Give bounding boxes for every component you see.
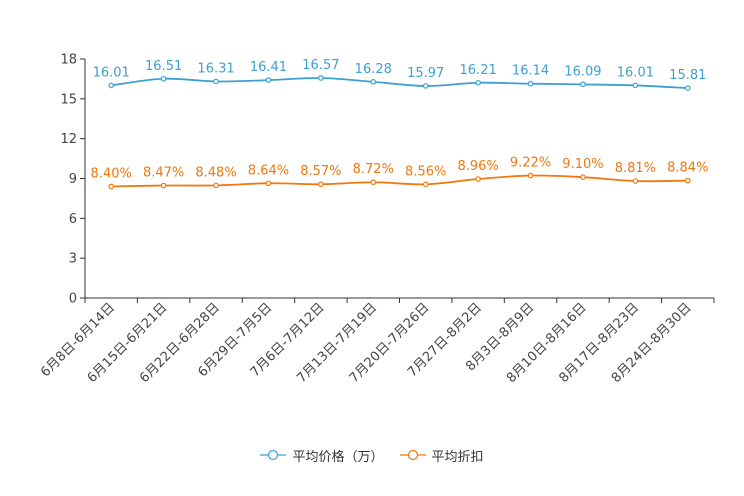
legend-item-price[interactable]: 平均价格（万） (260, 446, 384, 465)
data-point (318, 75, 324, 81)
x-axis: 6月8日-6月14日6月15日-6月21日6月22日-6月28日6月29日-7月… (38, 297, 715, 386)
y-axis: 0 3 6 9 12 15 18 (60, 53, 86, 307)
data-label: 16.28 (355, 62, 392, 77)
data-label: 8.56% (405, 164, 446, 179)
data-point (213, 78, 219, 85)
line-chart: 0 3 6 9 12 15 18 6月8日-6月14日6月15日-6月21日6月22日-6月… (38, 53, 715, 386)
data-label: 8.84% (667, 161, 708, 176)
data-point (580, 81, 586, 88)
y-tick-label: 9 (69, 172, 77, 187)
data-label: 9.10% (562, 157, 603, 172)
data-label: 15.81 (669, 68, 706, 83)
data-label: 16.51 (145, 59, 182, 74)
data-label: 8.57% (300, 164, 341, 179)
legend: 平均价格（万） 平均折扣 (0, 444, 744, 466)
series-line (111, 174, 688, 188)
data-point (160, 182, 167, 189)
y-tick-label: 3 (69, 252, 77, 267)
data-label: 16.31 (197, 61, 234, 76)
data-point (370, 79, 377, 85)
series-price: 16.01 16.51 16.31 16.41 16.57 16.28 15.97 16.21… (93, 58, 706, 91)
series-layer: 16.01 16.51 16.31 16.41 16.57 16.28 15.97 16.21… (91, 58, 708, 190)
y-tick-label: 15 (60, 92, 77, 107)
data-label: 8.64% (248, 163, 289, 178)
data-point (318, 181, 324, 188)
y-tick-label: 0 (69, 292, 77, 307)
y-tick-label: 12 (60, 132, 77, 147)
data-label: 16.14 (512, 64, 549, 79)
data-point (108, 183, 115, 190)
data-point (684, 85, 691, 91)
data-label: 8.81% (615, 161, 656, 176)
data-point (160, 75, 167, 82)
data-point (632, 178, 639, 184)
series-discount: 8.40% 8.47% 8.48% 8.64% 8.57% 8.72% 8.56% 8.96%… (91, 156, 708, 190)
data-label: 8.96% (457, 159, 498, 174)
legend-line-circle-icon (260, 449, 287, 461)
data-point (580, 174, 586, 180)
data-point (213, 182, 219, 189)
legend-label-price: 平均价格（万） (292, 449, 384, 465)
data-point (422, 83, 429, 89)
data-label: 16.57 (302, 58, 339, 73)
data-point (370, 179, 377, 186)
y-tick-label: 6 (69, 212, 77, 227)
data-label: 16.01 (617, 65, 654, 80)
data-label: 8.48% (195, 165, 236, 180)
data-point (527, 172, 534, 179)
data-label: 16.09 (564, 64, 601, 79)
data-label: 8.47% (143, 166, 184, 181)
data-label: 16.21 (460, 63, 497, 78)
legend-label-discount: 平均折扣 (431, 449, 484, 465)
data-label: 8.40% (91, 166, 132, 181)
data-label: 16.01 (93, 65, 130, 80)
legend-item-discount[interactable]: 平均折扣 (399, 446, 484, 465)
data-label: 15.97 (407, 66, 444, 81)
data-label: 9.22% (510, 156, 551, 171)
data-label: 8.72% (353, 162, 394, 177)
data-point (265, 77, 272, 83)
data-point (422, 181, 429, 188)
y-tick-label: 18 (60, 53, 77, 68)
data-point (632, 82, 639, 89)
data-point (475, 79, 481, 86)
series-line (111, 77, 688, 89)
data-point (108, 82, 115, 89)
data-label: 16.41 (250, 60, 287, 75)
data-point (265, 180, 272, 187)
data-point (527, 80, 534, 87)
data-point (684, 177, 691, 184)
legend-line-circle-icon (399, 449, 426, 461)
data-point (475, 176, 481, 182)
